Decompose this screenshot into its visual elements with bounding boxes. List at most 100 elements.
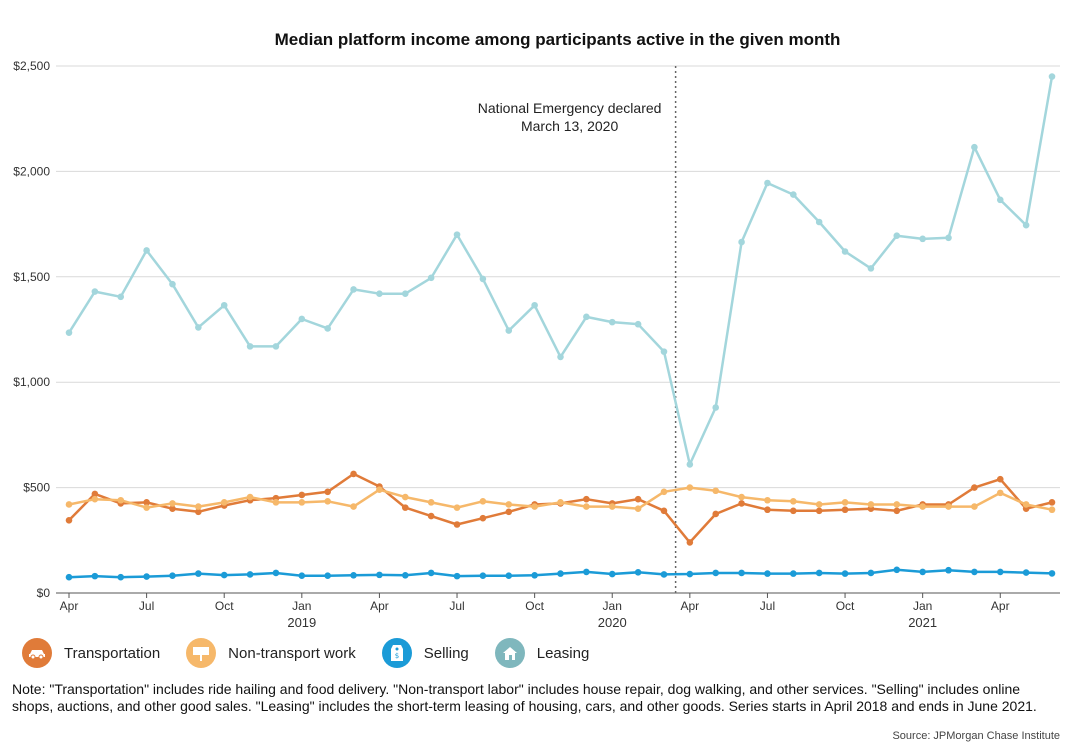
data-point-non-transport-work [401,493,409,501]
data-point-transportation [996,475,1004,483]
line-chart: $0 $500 $1,000 $1,500 $2,000 $2,500 Apr Jul Oct J… [13,59,1060,630]
x-tick-label: Jan [913,599,932,613]
legend-label: Transportation [64,644,161,662]
data-point-leasing [169,280,176,288]
data-point-selling [971,568,978,576]
data-point-non-transport-work [790,498,797,505]
x-tick-label: Jan [292,599,311,613]
x-tick-label: Jul [449,599,464,613]
annotation-text: National Emergency declared [478,100,662,116]
data-point-transportation [764,506,771,514]
data-point-leasing [246,343,254,350]
data-point-non-transport-work [505,501,513,508]
data-point-leasing [634,320,642,328]
chart-title: Median platform income among participant… [274,30,841,49]
year-label: 2019 [287,615,316,630]
legend-label: Selling [423,644,469,662]
data-point-leasing [996,196,1004,204]
data-point-leasing [91,288,99,295]
data-point-transportation [893,507,901,515]
data-point-non-transport-work [195,503,202,510]
legend-label: Non-transport work [228,644,356,662]
data-point-non-transport-work [246,493,254,501]
data-point-non-transport-work [686,484,694,491]
data-point-selling [65,573,73,581]
data-point-non-transport-work [919,503,926,510]
data-point-transportation [350,470,357,478]
x-tick-label: Oct [525,599,544,613]
data-point-transportation [169,505,176,512]
data-point-non-transport-work [272,499,280,506]
data-point-non-transport-work [65,501,73,508]
data-point-selling [376,571,383,579]
data-point-selling [660,571,668,578]
data-point-leasing [764,179,771,187]
y-tick-label: $2,500 [13,59,50,73]
data-point-selling [686,570,694,578]
data-point-transportation [505,508,513,516]
y-tick-label: $500 [23,481,50,495]
data-point-transportation [195,508,202,516]
data-point-leasing [272,343,280,350]
data-point-transportation [790,507,797,515]
data-point-non-transport-work [634,505,642,512]
x-tick-label: Jul [139,599,154,613]
data-point-selling [324,572,331,580]
x-tick-label: Oct [215,599,234,613]
data-point-non-transport-work [867,501,875,508]
data-point-transportation [841,506,849,514]
data-point-non-transport-work [583,503,590,510]
data-point-leasing [427,274,435,282]
data-point-selling [790,570,797,577]
data-point-leasing [479,275,487,283]
data-point-leasing [143,247,150,254]
house-icon [494,638,525,668]
y-tick-label: $1,500 [13,270,50,284]
data-point-non-transport-work [764,496,771,504]
annotation-text: March 13, 2020 [521,118,618,134]
data-point-selling [945,566,952,574]
legend-item-leasing: Leasing [494,638,589,668]
data-point-non-transport-work [324,498,331,505]
data-point-selling [712,569,720,577]
data-point-selling [815,569,823,577]
data-point-transportation [401,504,409,511]
data-point-leasing [557,353,564,361]
data-point-non-transport-work [453,504,461,511]
data-point-selling [608,570,616,578]
data-point-leasing [505,327,513,334]
data-point-transportation [738,500,745,507]
data-point-leasing [893,232,901,239]
data-point-selling [195,570,202,577]
data-point-transportation [660,507,668,515]
data-point-selling [1048,570,1056,577]
data-point-non-transport-work [427,499,435,506]
data-point-transportation [91,490,99,498]
legend: Transportation Non-transport work $ Sell… [22,636,615,670]
data-point-leasing [401,290,409,297]
data-point-non-transport-work [996,489,1004,497]
legend-item-non-transport-work: Non-transport work [186,638,356,668]
x-tick-label: Apr [680,599,699,613]
sign-icon [186,638,217,668]
data-point-non-transport-work [1022,501,1030,508]
data-point-leasing [686,461,694,468]
data-point-transportation [583,495,590,503]
svg-text:$: $ [394,652,398,660]
data-point-selling [401,571,409,579]
data-point-selling [505,572,513,580]
legend-item-transportation: Transportation [22,638,160,668]
data-point-transportation [453,521,461,528]
data-point-transportation [143,499,150,506]
data-point-selling [764,570,771,577]
data-point-selling [634,569,642,576]
data-point-leasing [738,238,745,246]
data-point-non-transport-work [945,503,952,510]
data-point-selling [453,572,461,580]
x-tick-label: Apr [991,599,1010,613]
data-point-non-transport-work [91,495,99,503]
data-point-transportation [65,516,73,524]
data-point-selling [841,570,849,577]
y-tick-label: $2,000 [13,164,50,178]
data-point-selling [143,573,150,580]
